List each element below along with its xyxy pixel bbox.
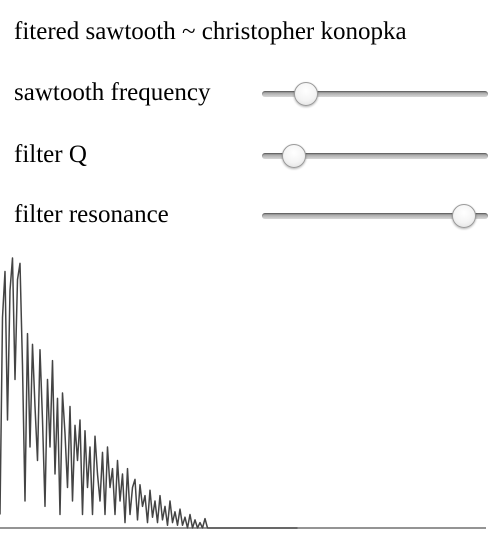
sawtooth-frequency-slider[interactable]: [262, 80, 488, 110]
sawtooth-frequency-label: sawtooth frequency: [14, 79, 211, 106]
slider-thumb[interactable]: [282, 144, 307, 168]
slider-track: [262, 153, 488, 159]
slider-track: [262, 213, 488, 219]
slider-thumb[interactable]: [294, 82, 319, 106]
filter-resonance-label: filter resonance: [14, 201, 169, 228]
filter-q-label: filter Q: [14, 141, 87, 168]
slider-track: [262, 91, 488, 97]
spectrum-visualizer: [0, 257, 486, 529]
filter-resonance-slider[interactable]: [262, 202, 488, 232]
page-title: fitered sawtooth ~ christopher konopka: [14, 18, 407, 45]
slider-thumb[interactable]: [451, 204, 476, 228]
filter-q-slider[interactable]: [262, 142, 488, 172]
spectrum-trace: [0, 257, 298, 529]
